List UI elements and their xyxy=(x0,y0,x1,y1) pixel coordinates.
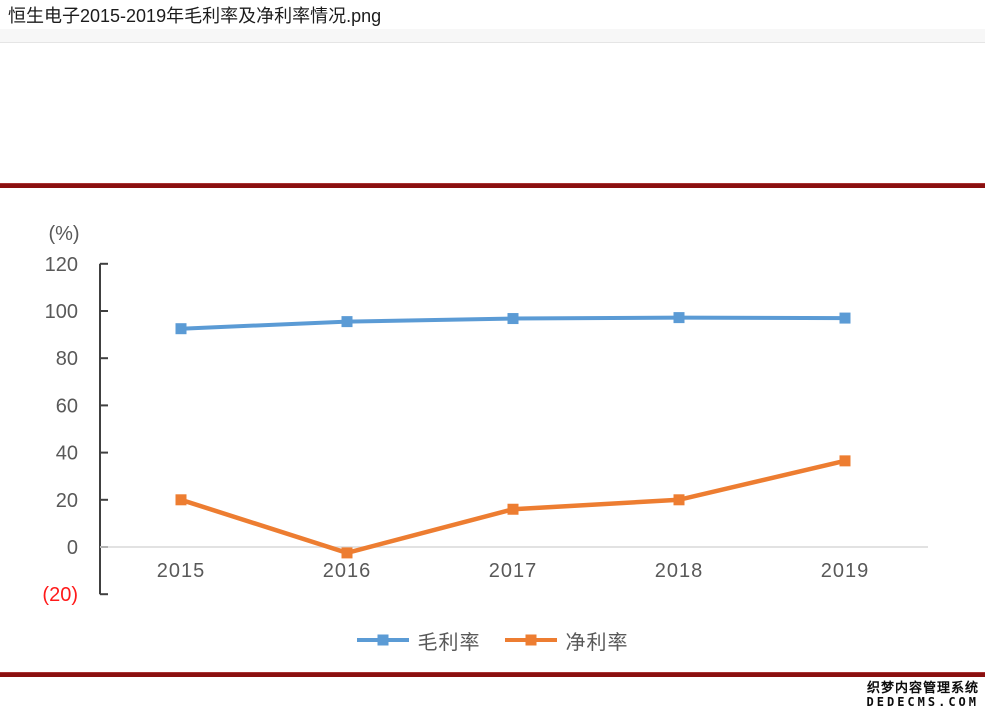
data-point-marker xyxy=(175,323,187,335)
data-point-marker xyxy=(341,547,353,559)
y-axis-tick-label: 40 xyxy=(56,443,78,465)
y-axis-tick-label: 100 xyxy=(45,301,78,323)
y-axis-tick-label: (20) xyxy=(42,584,78,606)
data-point-marker xyxy=(175,494,187,506)
top-red-divider xyxy=(0,183,985,188)
data-point-marker xyxy=(673,312,685,324)
gross-margin-legend-marker-icon xyxy=(356,634,409,646)
data-point-marker xyxy=(507,313,519,325)
legend-item-net-margin: 净利率 xyxy=(504,626,629,655)
y-axis-tick-label: 20 xyxy=(56,490,78,512)
legend-item-gross-margin: 毛利率 xyxy=(356,626,481,655)
y-axis-unit-label: (%) xyxy=(48,223,79,245)
page-header: 恒生电子2015-2019年毛利率及净利率情况.png xyxy=(0,0,985,29)
chart-legend: 毛利率 净利率 xyxy=(0,626,985,655)
page-title: 恒生电子2015-2019年毛利率及净利率情况.png xyxy=(8,6,382,26)
gross-margin-legend-label: 毛利率 xyxy=(417,631,481,654)
data-point-marker xyxy=(673,494,685,506)
y-axis-tick-label: 0 xyxy=(67,537,78,559)
net-margin-legend-label: 净利率 xyxy=(565,631,629,654)
data-point-marker xyxy=(839,455,851,467)
y-axis-tick-label: 80 xyxy=(56,348,78,370)
x-axis-label: 2018 xyxy=(655,560,704,582)
x-axis-label: 2016 xyxy=(323,560,372,582)
margin-trend-chart: (%) 120 100 80 60 40 20 0 (20) 2015 2016 2017 2018 20… xyxy=(42,223,928,606)
watermark-line2: DEDECMS.COM xyxy=(866,695,979,709)
y-axis-tick-label: 120 xyxy=(45,254,78,276)
y-axis-tick-label: 60 xyxy=(56,395,78,417)
data-point-marker xyxy=(839,312,851,324)
header-divider-strip xyxy=(0,29,985,43)
watermark-line1: 织梦内容管理系统 xyxy=(866,680,979,695)
data-point-marker xyxy=(341,316,353,328)
x-axis-label: 2019 xyxy=(821,560,870,582)
net-margin-legend-marker-icon xyxy=(504,634,557,646)
bottom-red-divider xyxy=(0,672,985,677)
watermark-cms: 织梦内容管理系统 DEDECMS.COM xyxy=(867,680,979,709)
x-axis-label: 2017 xyxy=(489,560,538,582)
data-point-marker xyxy=(507,503,519,515)
x-axis-label: 2015 xyxy=(157,560,206,582)
